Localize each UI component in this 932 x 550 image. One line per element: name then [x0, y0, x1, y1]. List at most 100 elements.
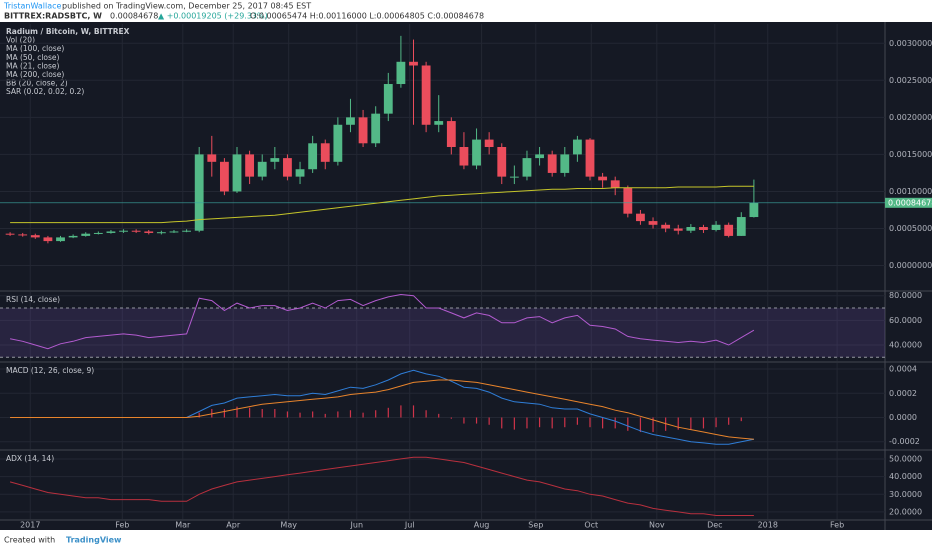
histogram-bar [614, 417, 616, 429]
x-tick-label: Feb [830, 521, 844, 530]
author[interactable]: TristanWallace [3, 2, 62, 11]
created-with: Created with [4, 536, 55, 545]
histogram-bar [261, 409, 263, 418]
candle-body [169, 231, 179, 233]
histogram-bar [211, 409, 213, 418]
candle-body [93, 232, 103, 234]
header-bar [0, 0, 932, 22]
candle-body [736, 217, 746, 236]
x-tick-label: Jul [404, 521, 415, 530]
histogram-bar [576, 417, 578, 425]
candle-body [421, 65, 431, 125]
candle-body [308, 143, 318, 170]
y-tick-label: 30.0000 [889, 490, 922, 499]
candle-body [623, 187, 633, 214]
x-tick-label: Oct [584, 521, 598, 530]
y-tick-label: 0.0000 [889, 413, 917, 422]
x-tick-label: Jun [350, 521, 364, 530]
candle-body [320, 143, 330, 162]
candle-body [598, 176, 608, 181]
candle-body [749, 202, 759, 218]
histogram-bar [589, 417, 591, 428]
histogram-bar [665, 417, 667, 431]
y-tick-label: 0.0002 [889, 389, 917, 398]
last-price-flag [885, 197, 932, 208]
histogram-bar [526, 417, 528, 429]
histogram-bar [740, 417, 742, 422]
x-tick-label: 2017 [20, 521, 40, 530]
panel-title: MACD (12, 26, close, 9) [6, 366, 94, 375]
legend-item: MA (200, close) [6, 70, 64, 79]
candle-body [18, 234, 28, 236]
candle-body [699, 227, 708, 230]
histogram-bar [551, 417, 553, 429]
candle-body [257, 161, 267, 177]
candle-body [472, 139, 481, 166]
histogram-bar [299, 412, 301, 418]
histogram-bar [652, 417, 654, 433]
published: published on TradingView.com, December 2… [62, 2, 311, 11]
candle-body [724, 224, 734, 236]
candle-body [547, 154, 557, 173]
candle-body [610, 180, 620, 188]
x-tick-label: Mar [175, 521, 191, 530]
x-tick-label: Feb [115, 521, 129, 530]
histogram-bar [324, 413, 326, 418]
histogram-bar [223, 409, 226, 418]
candle-body [283, 158, 292, 177]
candle-body [560, 154, 570, 173]
histogram-bar [249, 407, 251, 418]
x-tick-label: May [280, 521, 297, 530]
histogram-bar [463, 417, 465, 424]
histogram-bar [375, 410, 377, 418]
histogram-bar [286, 411, 289, 418]
candle-body [636, 213, 645, 222]
histogram-bar [602, 417, 604, 429]
histogram-bar [677, 417, 679, 430]
candle-body [434, 121, 444, 125]
brand[interactable]: TradingView [66, 536, 122, 545]
candle-body [484, 139, 494, 147]
y-tick-label: 80.0000 [889, 291, 922, 300]
legend-item: Radium / Bitcoin, W, BITTREX [6, 27, 130, 36]
y-tick-label: 60.0000 [889, 316, 922, 325]
legend-item: SAR (0.02, 0.02, 0.2) [6, 87, 84, 96]
histogram-bar [400, 405, 402, 418]
candle-body [245, 154, 255, 177]
candle-body [358, 117, 368, 144]
candle-body [371, 113, 381, 144]
candle-body [119, 230, 128, 232]
candle-body [131, 230, 141, 232]
candle-body [295, 169, 305, 177]
y-tick-label: 40.0000 [889, 472, 922, 481]
series-line [9, 456, 754, 516]
histogram-bar [198, 412, 200, 418]
histogram-bar [715, 417, 717, 428]
chart-background [0, 22, 932, 530]
panel-title: RSI (14, close) [6, 295, 60, 304]
x-tick-label: Nov [649, 521, 665, 530]
candle-body [585, 139, 595, 177]
candle-body [459, 146, 469, 166]
histogram-bar [362, 412, 364, 418]
histogram-bar [564, 417, 566, 428]
histogram-bar [702, 417, 705, 429]
candle-body [661, 224, 671, 229]
histogram-bar [450, 417, 452, 419]
histogram-bar [690, 417, 692, 430]
histogram-bar [438, 413, 440, 418]
histogram-bar [728, 417, 730, 425]
candle-body [509, 176, 519, 178]
y-tick-label: 20.0000 [889, 507, 922, 516]
last-price: 0.00084678 [110, 12, 158, 21]
candle-body [346, 117, 355, 125]
candle-body [383, 84, 393, 114]
histogram-bar [312, 411, 314, 418]
candle-body [182, 230, 191, 232]
